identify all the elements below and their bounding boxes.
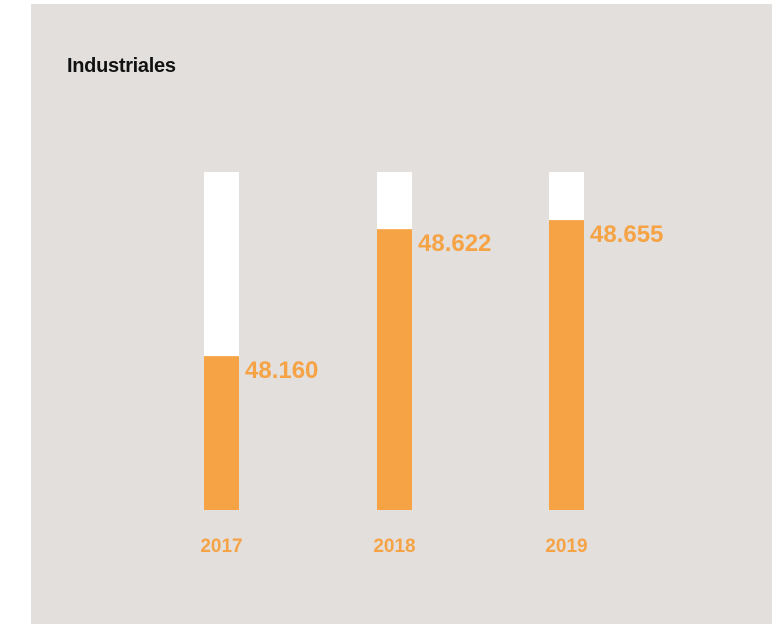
chart-title: Industriales bbox=[67, 55, 176, 77]
category-label-2018: 2018 bbox=[373, 536, 415, 557]
bar-2017 bbox=[204, 356, 239, 510]
category-label-2019: 2019 bbox=[545, 536, 587, 557]
value-label-2017: 48.160 bbox=[245, 357, 318, 384]
value-label-2018: 48.622 bbox=[418, 230, 491, 257]
bar-2018 bbox=[377, 229, 412, 511]
bar-2019 bbox=[549, 220, 584, 511]
category-label-2017: 2017 bbox=[200, 536, 242, 557]
value-label-2019: 48.655 bbox=[590, 221, 663, 248]
